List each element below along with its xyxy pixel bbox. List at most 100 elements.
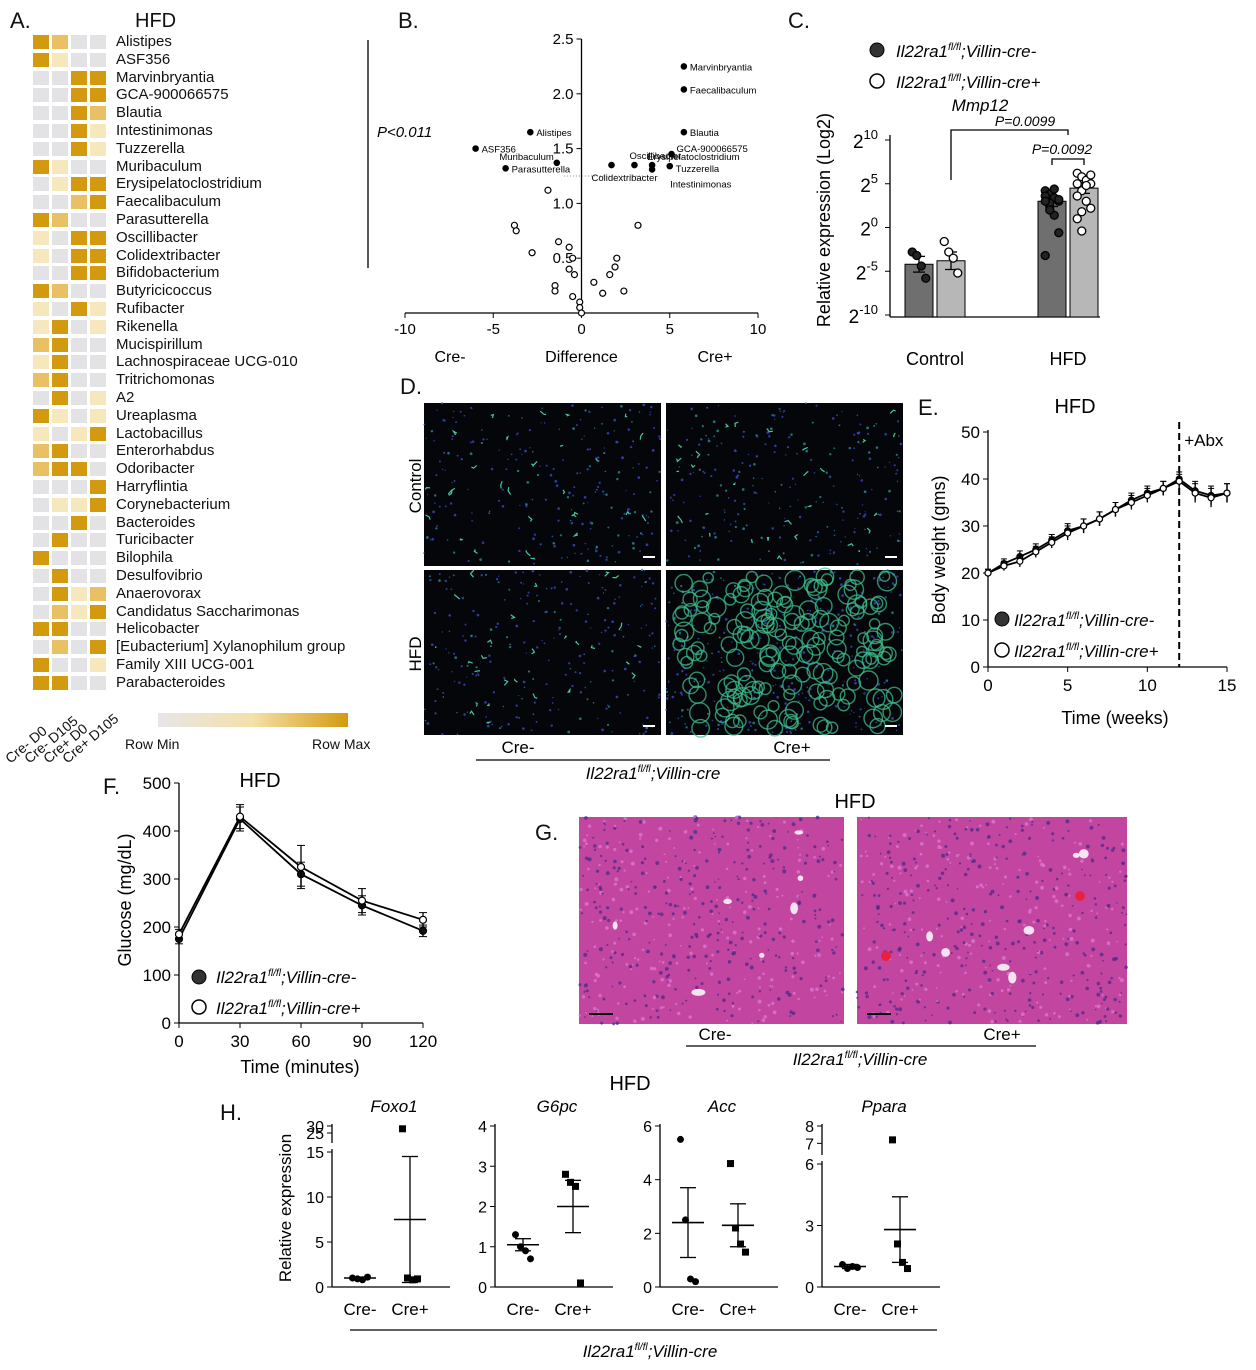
nucleus-dot [703,667,705,669]
nucleus-dot [515,624,519,628]
cell-nucleus [668,829,671,832]
nucleus-dot [584,686,587,689]
cell-nucleus [911,911,915,914]
heatmap-cell [70,158,88,175]
cell-nucleus [585,1012,587,1014]
macrophage-stain [870,638,883,652]
y-tick-label: 0 [315,1280,324,1297]
cell-nucleus [772,829,777,833]
cell-nucleus [1112,957,1116,962]
heatmap-row-label: Corynebacterium [116,495,231,513]
cell-nucleus [586,888,590,892]
cell-nucleus [578,846,582,849]
cell-nucleus [611,950,614,953]
cell-nucleus [908,837,912,840]
cell-nucleus [675,1003,678,1006]
macrophage-stain [866,627,884,645]
heatmap-cell [32,514,50,531]
volcano-point [606,271,614,279]
cell-nucleus [593,844,597,848]
nucleus-dot [620,404,623,408]
nucleus-dot [673,592,675,594]
macrophage-stain [803,470,809,477]
cell-nucleus [939,971,942,974]
nucleus-dot [456,454,459,457]
nucleus-dot [442,419,444,422]
nucleus-dot [518,527,520,530]
cell-nucleus [709,909,713,914]
macrophage-stain [475,701,478,707]
cell-nucleus [763,922,767,926]
heatmap-cell [70,621,88,638]
nucleus-dot [712,673,715,676]
nucleus-dot [470,634,473,638]
cell-nucleus [955,854,959,858]
nucleus-dot [699,559,701,561]
data-point [418,915,428,924]
nucleus-dot [452,416,454,419]
nucleus-dot [430,643,434,647]
nucleus-dot [598,642,601,645]
nucleus-dot [613,602,616,605]
cell-nucleus [746,848,750,852]
nucleus-dot [527,591,530,594]
nucleus-dot [888,489,891,493]
x-category-label: Cre- [506,1300,539,1319]
heatmap-cell [89,229,107,246]
nucleus-dot [863,692,866,695]
cell-nucleus [683,910,687,915]
cell-nucleus [737,1007,741,1011]
nucleus-dot [441,468,444,471]
data-point [1159,484,1167,493]
cell-nucleus [629,849,633,853]
heatmap-cell [70,639,88,656]
cell-nucleus [1065,819,1070,824]
nucleus-dot [809,539,812,542]
nucleus-dot [840,540,842,543]
cell-nucleus [599,919,602,922]
cell-nucleus [605,845,609,849]
cell-nucleus [732,930,737,935]
cell-nucleus [946,917,949,920]
nucleus-dot [637,476,641,479]
y-tick-label: 7 [805,1136,814,1153]
cell-nucleus [733,860,736,864]
cell-nucleus [1106,903,1111,908]
nucleus-dot [665,690,669,694]
nucleus-dot [580,552,583,555]
nucleus-dot [678,466,680,468]
cell-nucleus [718,886,722,890]
nucleus-dot [770,659,773,662]
cell-nucleus [995,866,999,870]
volcano-point-label: Blautia [690,128,720,139]
cell-nucleus [583,990,586,993]
nucleus-dot [633,680,636,683]
nucleus-dot [464,623,467,626]
heatmap-cell [51,87,69,104]
cell-nucleus [878,1003,882,1007]
nucleus-dot [735,476,739,479]
nucleus-dot [723,509,725,511]
cell-nucleus [1121,848,1126,853]
nucleus-dot [835,624,838,626]
nucleus-dot [516,432,519,435]
macrophage-stain [631,672,636,679]
cell-nucleus [1081,1011,1085,1015]
nucleus-dot [594,491,597,493]
cell-nucleus [1003,1009,1007,1012]
cell-nucleus [914,829,917,832]
cell-nucleus [759,820,762,823]
cell-nucleus [628,965,633,969]
cell-nucleus [688,882,692,886]
nucleus-dot [849,713,851,715]
heatmap-row-label: Helicobacter [116,620,200,638]
nucleus-dot [686,708,689,711]
cell-nucleus [907,935,910,938]
cell-nucleus [660,952,664,956]
volcano-point [577,309,586,317]
nucleus-dot [768,550,770,553]
volcano-point-label: Tuzzerella [676,164,720,175]
macrophage-stain [571,514,577,518]
cell-nucleus [1020,828,1024,832]
cell-nucleus [689,835,694,840]
